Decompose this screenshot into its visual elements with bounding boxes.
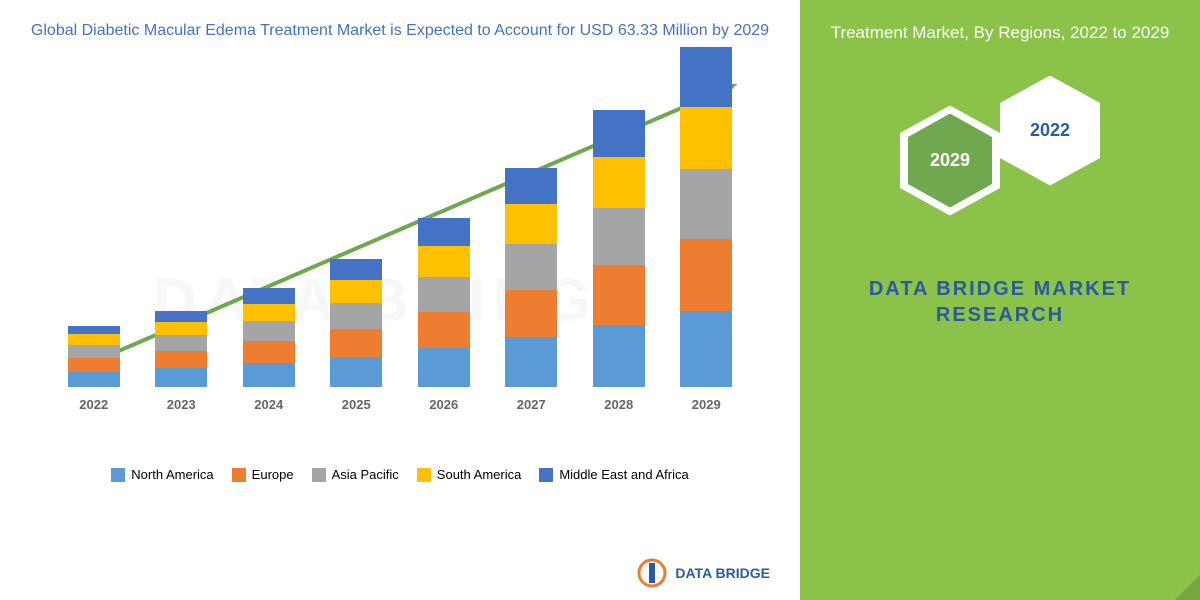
bar-segment xyxy=(155,368,207,387)
stacked-bar xyxy=(593,110,645,387)
stacked-bar xyxy=(418,218,470,387)
bar-segment xyxy=(68,334,120,344)
bar-segment xyxy=(505,290,557,337)
legend-label: Europe xyxy=(252,467,294,482)
chart-title: Global Diabetic Macular Edema Treatment … xyxy=(30,20,770,42)
footer-logo: DATA BRIDGE xyxy=(637,558,770,588)
stacked-bar xyxy=(330,259,382,387)
bar-segment xyxy=(593,265,645,324)
bar-group: 2025 xyxy=(321,259,391,412)
bar-group: 2028 xyxy=(584,110,654,412)
main-container: DATA BRIDGE Global Diabetic Macular Edem… xyxy=(0,0,1200,600)
bar-segment xyxy=(330,303,382,329)
bar-segment xyxy=(680,169,732,239)
bar-segment xyxy=(243,321,295,341)
bar-segment xyxy=(155,311,207,322)
corner-decoration xyxy=(1175,575,1200,600)
legend-swatch xyxy=(232,468,246,482)
x-axis-label: 2025 xyxy=(342,397,371,412)
bar-segment xyxy=(680,311,732,388)
bar-segment xyxy=(680,107,732,170)
stacked-bar xyxy=(680,47,732,387)
bar-segment xyxy=(243,304,295,321)
bar-segment xyxy=(155,335,207,351)
bar-group: 2022 xyxy=(59,326,129,413)
x-axis-label: 2028 xyxy=(604,397,633,412)
hex-2022: 2022 xyxy=(1000,76,1100,186)
x-axis-label: 2022 xyxy=(79,397,108,412)
bar-segment xyxy=(593,157,645,208)
bar-segment xyxy=(243,341,295,363)
hex-2022-label: 2022 xyxy=(1008,84,1092,178)
bar-segment xyxy=(680,239,732,310)
logo-icon xyxy=(637,558,667,588)
right-panel: Treatment Market, By Regions, 2022 to 20… xyxy=(800,0,1200,600)
legend-item: North America xyxy=(111,467,213,482)
legend-swatch xyxy=(312,468,326,482)
bar-segment xyxy=(330,329,382,357)
legend-label: Asia Pacific xyxy=(332,467,399,482)
bar-group: 2023 xyxy=(146,311,216,413)
legend-label: North America xyxy=(131,467,213,482)
bar-segment xyxy=(418,312,470,349)
bar-group: 2026 xyxy=(409,218,479,412)
bar-segment xyxy=(505,204,557,244)
legend-label: South America xyxy=(437,467,522,482)
x-axis-label: 2029 xyxy=(692,397,721,412)
legend-item: South America xyxy=(417,467,522,482)
bar-segment xyxy=(593,110,645,157)
bar-segment xyxy=(68,358,120,372)
bar-segment xyxy=(505,337,557,388)
legend-item: Middle East and Africa xyxy=(539,467,688,482)
bar-segment xyxy=(330,357,382,388)
bar-group: 2027 xyxy=(496,168,566,413)
bar-segment xyxy=(330,280,382,303)
bar-segment xyxy=(243,288,295,304)
x-axis-label: 2024 xyxy=(254,397,283,412)
x-axis-label: 2023 xyxy=(167,397,196,412)
brand-text: DATA BRIDGE MARKET RESEARCH xyxy=(820,276,1180,328)
x-axis-label: 2026 xyxy=(429,397,458,412)
bar-segment xyxy=(418,246,470,277)
legend-swatch xyxy=(417,468,431,482)
bar-segment xyxy=(68,345,120,358)
bar-segment xyxy=(155,351,207,368)
bar-segment xyxy=(418,277,470,312)
right-title: Treatment Market, By Regions, 2022 to 20… xyxy=(820,20,1180,46)
bar-segment xyxy=(68,326,120,335)
bar-segment xyxy=(505,244,557,289)
bar-segment xyxy=(155,322,207,335)
stacked-bar xyxy=(155,311,207,388)
legend-label: Middle East and Africa xyxy=(559,467,688,482)
x-axis-label: 2027 xyxy=(517,397,546,412)
legend-item: Europe xyxy=(232,467,294,482)
bar-segment xyxy=(593,208,645,266)
hex-2029-label: 2029 xyxy=(908,114,992,208)
bar-group: 2029 xyxy=(671,47,741,412)
legend-swatch xyxy=(111,468,125,482)
bar-segment xyxy=(505,168,557,205)
bar-segment xyxy=(330,259,382,280)
bar-segment xyxy=(680,47,732,106)
bar-segment xyxy=(243,363,295,387)
legend: North America Europe Asia Pacific South Ame… xyxy=(30,467,770,482)
stacked-bar xyxy=(505,168,557,388)
legend-item: Asia Pacific xyxy=(312,467,399,482)
bar-segment xyxy=(418,218,470,246)
chart-area: 2022 2023 2024 2025 2026 2027 2028 2029 xyxy=(40,72,760,452)
bars-container: 2022 2023 2024 2025 2026 2027 2028 2029 xyxy=(40,72,760,412)
chart-panel: DATA BRIDGE Global Diabetic Macular Edem… xyxy=(0,0,800,600)
legend-swatch xyxy=(539,468,553,482)
footer-logo-text: DATA BRIDGE xyxy=(675,566,770,580)
hex-2029: 2029 xyxy=(900,106,1000,216)
bar-group: 2024 xyxy=(234,288,304,412)
bar-segment xyxy=(593,325,645,388)
bar-segment xyxy=(418,348,470,387)
stacked-bar xyxy=(68,326,120,388)
hexagon-group: 2029 2022 xyxy=(820,76,1180,216)
stacked-bar xyxy=(243,288,295,387)
bar-segment xyxy=(68,372,120,388)
